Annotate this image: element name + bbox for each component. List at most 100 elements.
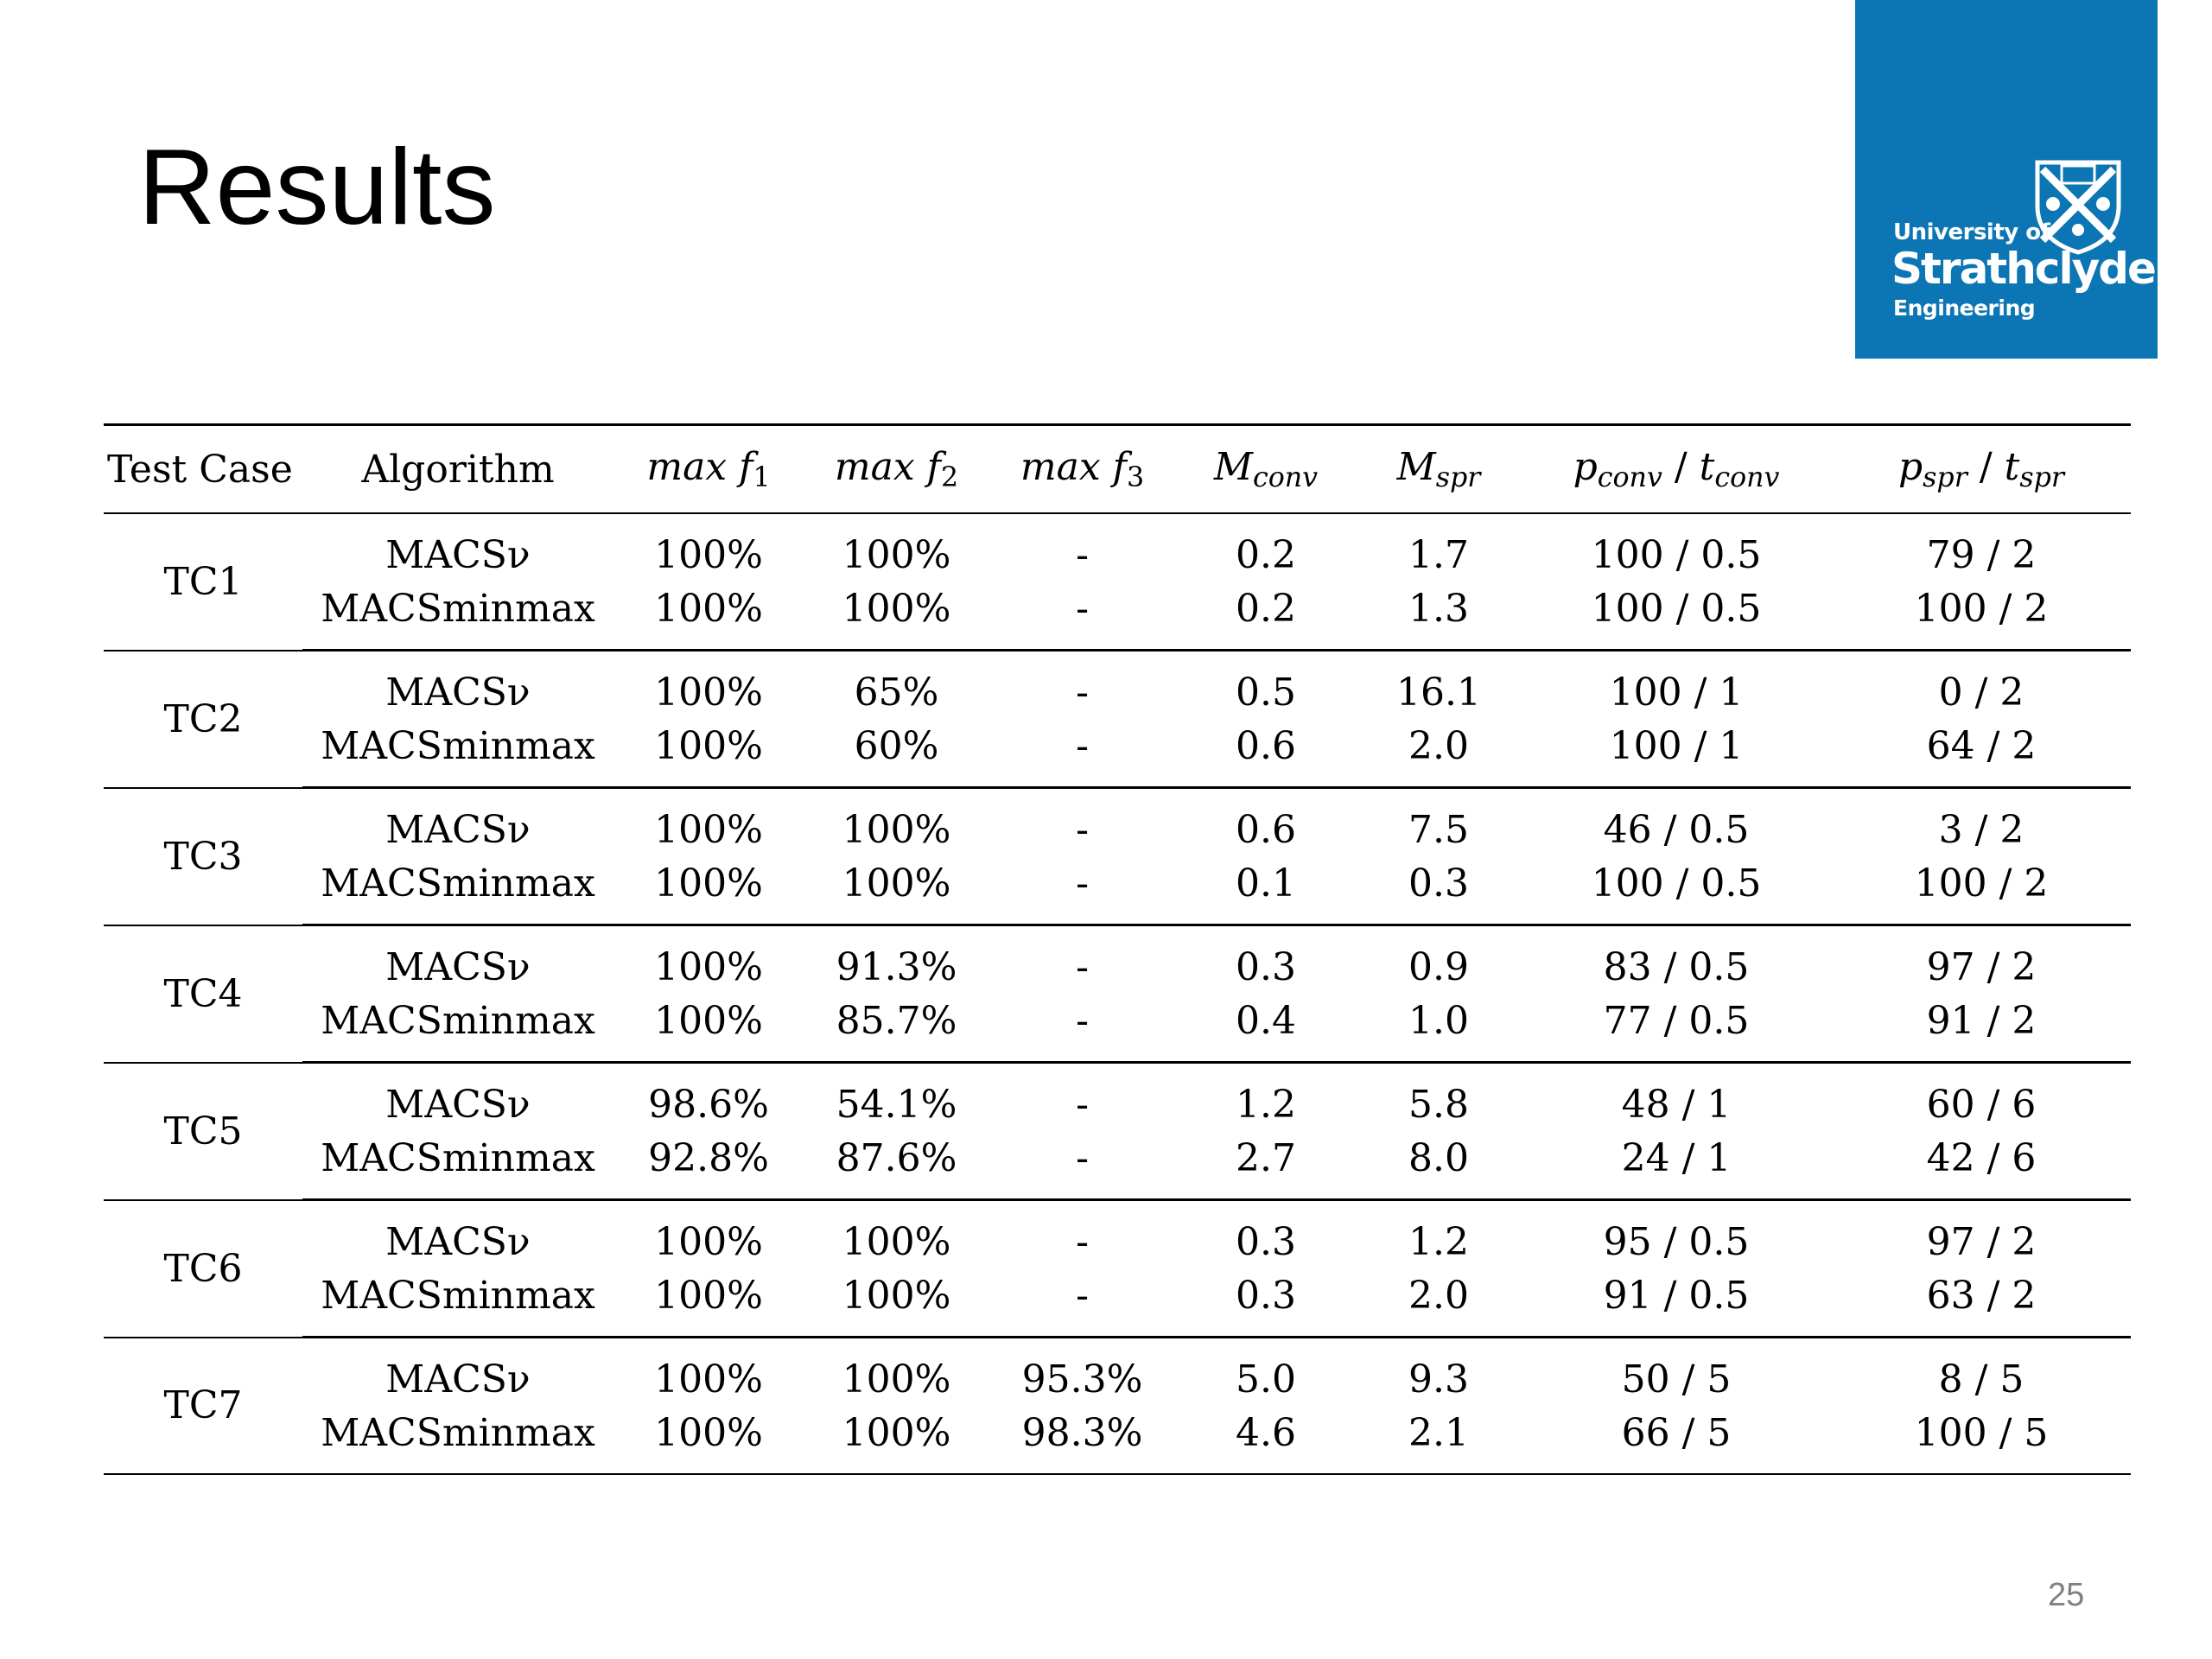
- cell-algorithm: MACSν: [385, 1219, 531, 1264]
- cell-max-f3: 95.3%: [1021, 1357, 1143, 1402]
- cell-max-f1: 100%: [654, 944, 763, 989]
- cell-p-t-spr: 100 / 5: [1832, 1406, 2131, 1475]
- cell-m-conv: 0.5: [1236, 670, 1296, 715]
- cell-p-t-spr: 97 / 2: [1926, 944, 2037, 989]
- table-body: TC1 MACSν 100% 100% -0.2 1.7 100 / 0.5 79 / 2 MA…: [104, 513, 2131, 1475]
- test-case-cell: TC7: [104, 1337, 302, 1475]
- cell-max-f2: 65%: [854, 670, 939, 715]
- cell-max-f1: 100%: [613, 582, 804, 652]
- test-case-cell: TC6: [104, 1199, 302, 1338]
- cell-m-spr: 9.3: [1408, 1357, 1469, 1402]
- table-row: TC4 MACSν 100% 91.3% -0.3 0.9 83 / 0.5 97 / 2: [104, 925, 2131, 1064]
- cell-max-f3: -: [989, 1131, 1175, 1201]
- table-row: MACSminmax 100% 100% -0.2 1.3 100 / 0.5 100 / …: [104, 582, 2131, 652]
- cell-m-spr: 1.0: [1357, 994, 1521, 1064]
- cell-m-conv: 0.1: [1175, 856, 1357, 926]
- cell-max-f1: 100%: [654, 532, 763, 577]
- cell-m-conv: 2.7: [1175, 1131, 1357, 1201]
- cell-max-f2: 85.7%: [804, 994, 989, 1064]
- cell-algorithm: MACSν: [385, 532, 531, 577]
- header-max-f1: max f1: [613, 423, 804, 514]
- header-p-conv-t-conv: pconv / tconv: [1521, 423, 1832, 514]
- cell-max-f1: 100%: [613, 1406, 804, 1475]
- cell-p-t-spr: 100 / 2: [1832, 582, 2131, 652]
- cell-p-t-conv: 50 / 5: [1621, 1357, 1732, 1402]
- table-header-row: Test Case Algorithm max f1 max f2 max f3…: [104, 423, 2131, 514]
- cell-algorithm: MACSν: [385, 1082, 531, 1127]
- test-case-cell: TC1: [104, 513, 302, 652]
- header-max-f3: max f3: [989, 423, 1175, 514]
- cell-m-conv: 0.3: [1236, 944, 1296, 989]
- test-case-cell: TC5: [104, 1062, 302, 1201]
- cell-max-f3: -: [1076, 532, 1089, 577]
- cell-m-spr: 1.7: [1408, 532, 1469, 577]
- crest-icon: [2031, 154, 2126, 256]
- cell-max-f1: 100%: [613, 994, 804, 1064]
- table-row: MACSminmax 100% 100% -0.3 2.0 91 / 0.5 63 / 2: [104, 1268, 2131, 1338]
- cell-max-f1: 98.6%: [648, 1082, 769, 1127]
- cell-p-t-conv: 77 / 0.5: [1521, 994, 1832, 1064]
- cell-m-spr: 0.3: [1357, 856, 1521, 926]
- cell-m-spr: 2.0: [1357, 719, 1521, 789]
- cell-m-conv: 1.2: [1236, 1082, 1296, 1127]
- cell-p-t-conv: 100 / 1: [1521, 719, 1832, 789]
- cell-p-t-conv: 66 / 5: [1521, 1406, 1832, 1475]
- cell-algorithm: MACSν: [385, 1357, 531, 1402]
- table-row: TC2 MACSν 100% 65% - 0.5 16.1 100 / 1 0 / 2: [104, 650, 2131, 789]
- table-row: MACSminmax 92.8% 87.6% -2.7 8.0 24 / 1 42 / 6: [104, 1131, 2131, 1201]
- cell-max-f3: -: [989, 994, 1175, 1064]
- cell-max-f3: -: [989, 719, 1175, 789]
- cell-max-f2: 87.6%: [804, 1131, 989, 1201]
- cell-p-t-conv: 24 / 1: [1521, 1131, 1832, 1201]
- university-logo: University of Strathclyde Engineering: [1855, 0, 2158, 359]
- cell-max-f1: 92.8%: [613, 1131, 804, 1201]
- cell-m-spr: 2.1: [1357, 1406, 1521, 1475]
- cell-m-conv: 0.2: [1175, 582, 1357, 652]
- cell-m-conv: 0.2: [1236, 532, 1296, 577]
- cell-m-conv: 0.4: [1175, 994, 1357, 1064]
- cell-max-f3: 98.3%: [989, 1406, 1175, 1475]
- cell-algorithm: MACSminmax: [302, 582, 613, 652]
- table-row: TC6 MACSν 100% 100% -0.3 1.2 95 / 0.5 97 / 2: [104, 1199, 2131, 1338]
- cell-m-conv: 0.3: [1236, 1219, 1296, 1264]
- cell-m-conv: 0.6: [1236, 807, 1296, 852]
- cell-max-f2: 100%: [804, 856, 989, 926]
- cell-m-spr: 2.0: [1357, 1268, 1521, 1338]
- cell-max-f1: 100%: [654, 670, 763, 715]
- cell-p-t-conv: 95 / 0.5: [1603, 1219, 1750, 1264]
- cell-p-t-conv: 83 / 0.5: [1603, 944, 1750, 989]
- cell-max-f1: 100%: [654, 1357, 763, 1402]
- header-m-conv: Mconv: [1175, 423, 1357, 514]
- table-row: TC1 MACSν 100% 100% -0.2 1.7 100 / 0.5 79 / 2: [104, 513, 2131, 652]
- cell-m-spr: 16.1: [1396, 670, 1481, 715]
- cell-m-spr: 5.8: [1408, 1082, 1469, 1127]
- cell-max-f1: 100%: [613, 719, 804, 789]
- cell-algorithm: MACSν: [385, 944, 531, 989]
- cell-algorithm: MACSminmax: [302, 1406, 613, 1475]
- cell-max-f1: 100%: [654, 1219, 763, 1264]
- table-row: MACSminmax 100% 100% -0.1 0.3 100 / 0.5 100 / …: [104, 856, 2131, 926]
- header-test-case: Test Case: [104, 423, 302, 514]
- cell-p-t-spr: 8 / 5: [1938, 1357, 2024, 1402]
- test-case-cell: TC4: [104, 925, 302, 1064]
- cell-max-f1: 100%: [613, 1268, 804, 1338]
- slide-title: Results: [138, 128, 496, 247]
- cell-max-f3: -: [1076, 1219, 1089, 1264]
- cell-p-t-spr: 79 / 2: [1926, 532, 2037, 577]
- logo-line-university-of: University of: [1893, 219, 2050, 245]
- header-p-spr-t-spr: pspr / tspr: [1832, 423, 2131, 514]
- cell-m-spr: 1.3: [1357, 582, 1521, 652]
- results-table: Test Case Algorithm max f1 max f2 max f3…: [104, 423, 2131, 1475]
- cell-m-conv: 4.6: [1175, 1406, 1357, 1475]
- cell-max-f2: 100%: [842, 807, 951, 852]
- cell-m-spr: 8.0: [1357, 1131, 1521, 1201]
- cell-max-f3: -: [989, 856, 1175, 926]
- table-row: TC3 MACSν 100% 100% -0.6 7.5 46 / 0.5 3 / 2: [104, 787, 2131, 926]
- cell-p-t-spr: 64 / 2: [1832, 719, 2131, 789]
- cell-p-t-conv: 91 / 0.5: [1521, 1268, 1832, 1338]
- cell-max-f1: 100%: [613, 856, 804, 926]
- logo-line-engineering: Engineering: [1893, 296, 2036, 321]
- cell-max-f2: 54.1%: [836, 1082, 957, 1127]
